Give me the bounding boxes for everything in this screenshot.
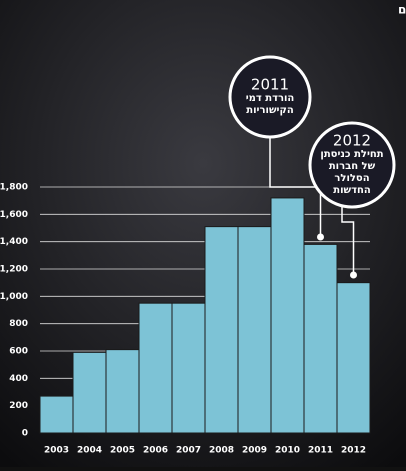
bar	[72, 351, 107, 434]
bar	[171, 302, 206, 434]
connector	[341, 207, 355, 275]
y-tick-label: 0	[22, 429, 28, 439]
y-tick-label: 1,800	[0, 183, 28, 193]
y-tick-label: 400	[9, 374, 28, 384]
bar	[204, 226, 239, 434]
x-tick-label: 2006	[143, 446, 168, 456]
bar	[336, 282, 371, 434]
bar	[105, 349, 140, 434]
y-tick-label: 1,600	[0, 210, 28, 220]
x-tick-label: 2004	[77, 446, 102, 456]
y-tick-label: 200	[9, 401, 28, 411]
annotation-text: הקישוריות	[246, 105, 293, 116]
bar	[270, 197, 305, 434]
x-tick-label: 2008	[209, 446, 234, 456]
x-tick-label: 2009	[242, 446, 267, 456]
connector	[269, 137, 322, 237]
y-tick-label: 800	[9, 319, 28, 329]
annotation-text: של חברות	[329, 161, 376, 172]
annotation-circle	[308, 121, 396, 209]
annotation-text: הורדת דמי	[246, 93, 295, 104]
bar	[303, 243, 338, 434]
x-tick-label: 2005	[110, 446, 135, 456]
bar	[237, 226, 272, 434]
annotation-text: הסלולר	[334, 173, 369, 184]
chart-title: גביית מס חברות בענף התקשורת, במיליוני שק…	[398, 3, 406, 17]
x-tick-label: 2010	[275, 446, 300, 456]
bar	[138, 302, 173, 434]
bar	[39, 395, 74, 434]
annotation-text: החדשות	[333, 185, 370, 196]
x-tick-label: 2003	[44, 446, 69, 456]
annotation-circle	[228, 55, 312, 139]
y-tick-label: 1,200	[0, 265, 28, 275]
y-tick-label: 600	[9, 347, 28, 357]
connector-dot	[350, 271, 357, 279]
x-tick-label: 2007	[176, 446, 201, 456]
x-tick-label: 2012	[341, 446, 366, 456]
annotation-year: 2012	[333, 132, 371, 150]
y-tick-label: 1,000	[0, 292, 28, 302]
annotation-year: 2011	[251, 76, 289, 94]
annotation-text: תחילת כניסתן	[320, 149, 383, 160]
x-tick-label: 2011	[308, 446, 333, 456]
connector-dot	[317, 233, 324, 241]
y-tick-label: 1,400	[0, 237, 28, 247]
